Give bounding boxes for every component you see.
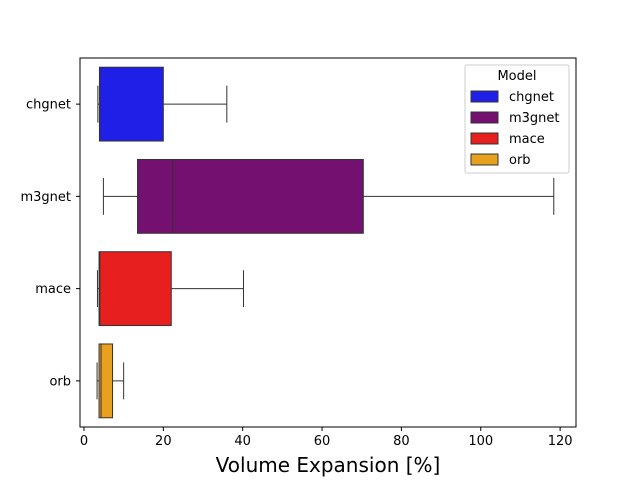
legend-label-orb: orb [509,153,531,168]
legend-title: Model [497,69,536,84]
legend-swatch-mace [470,132,499,145]
boxes-layer [96,66,555,419]
legend: Model chgnet m3gnet mace orb [464,64,570,174]
y-axis: chgnet m3gnet mace orb [20,98,80,389]
box-chgnet [97,66,228,142]
x-tick-label: 60 [314,434,331,449]
legend-swatch-m3gnet [470,111,499,124]
box-body-orb [98,343,114,419]
box-body-mace [98,251,172,327]
y-tick-label: orb [49,374,71,389]
x-tick-label: 40 [234,434,251,449]
legend-label-mace: mace [509,132,545,147]
legend-items: chgnet m3gnet mace orb [470,90,560,168]
box-m3gnet [102,158,555,234]
x-axis: 0 20 40 60 80 100 120 [80,427,573,449]
legend-label-chgnet: chgnet [509,90,554,105]
y-tick-label: mace [35,282,71,297]
legend-swatch-orb [470,153,499,166]
x-axis-title: Volume Expansion [%] [216,453,441,477]
x-tick-label: 20 [155,434,172,449]
box-body-chgnet [98,66,164,142]
y-tick-label: m3gnet [20,190,71,205]
x-tick-label: 0 [80,434,88,449]
legend-label-m3gnet: m3gnet [509,111,560,126]
box-orb [96,343,125,419]
y-tick-label: chgnet [26,98,71,113]
x-tick-label: 80 [393,434,410,449]
x-tick-label: 120 [548,434,573,449]
legend-swatch-chgnet [470,90,499,103]
x-tick-label: 100 [468,434,493,449]
plot-frame [79,57,577,428]
box-body-m3gnet [137,158,364,234]
box-mace [96,251,244,327]
